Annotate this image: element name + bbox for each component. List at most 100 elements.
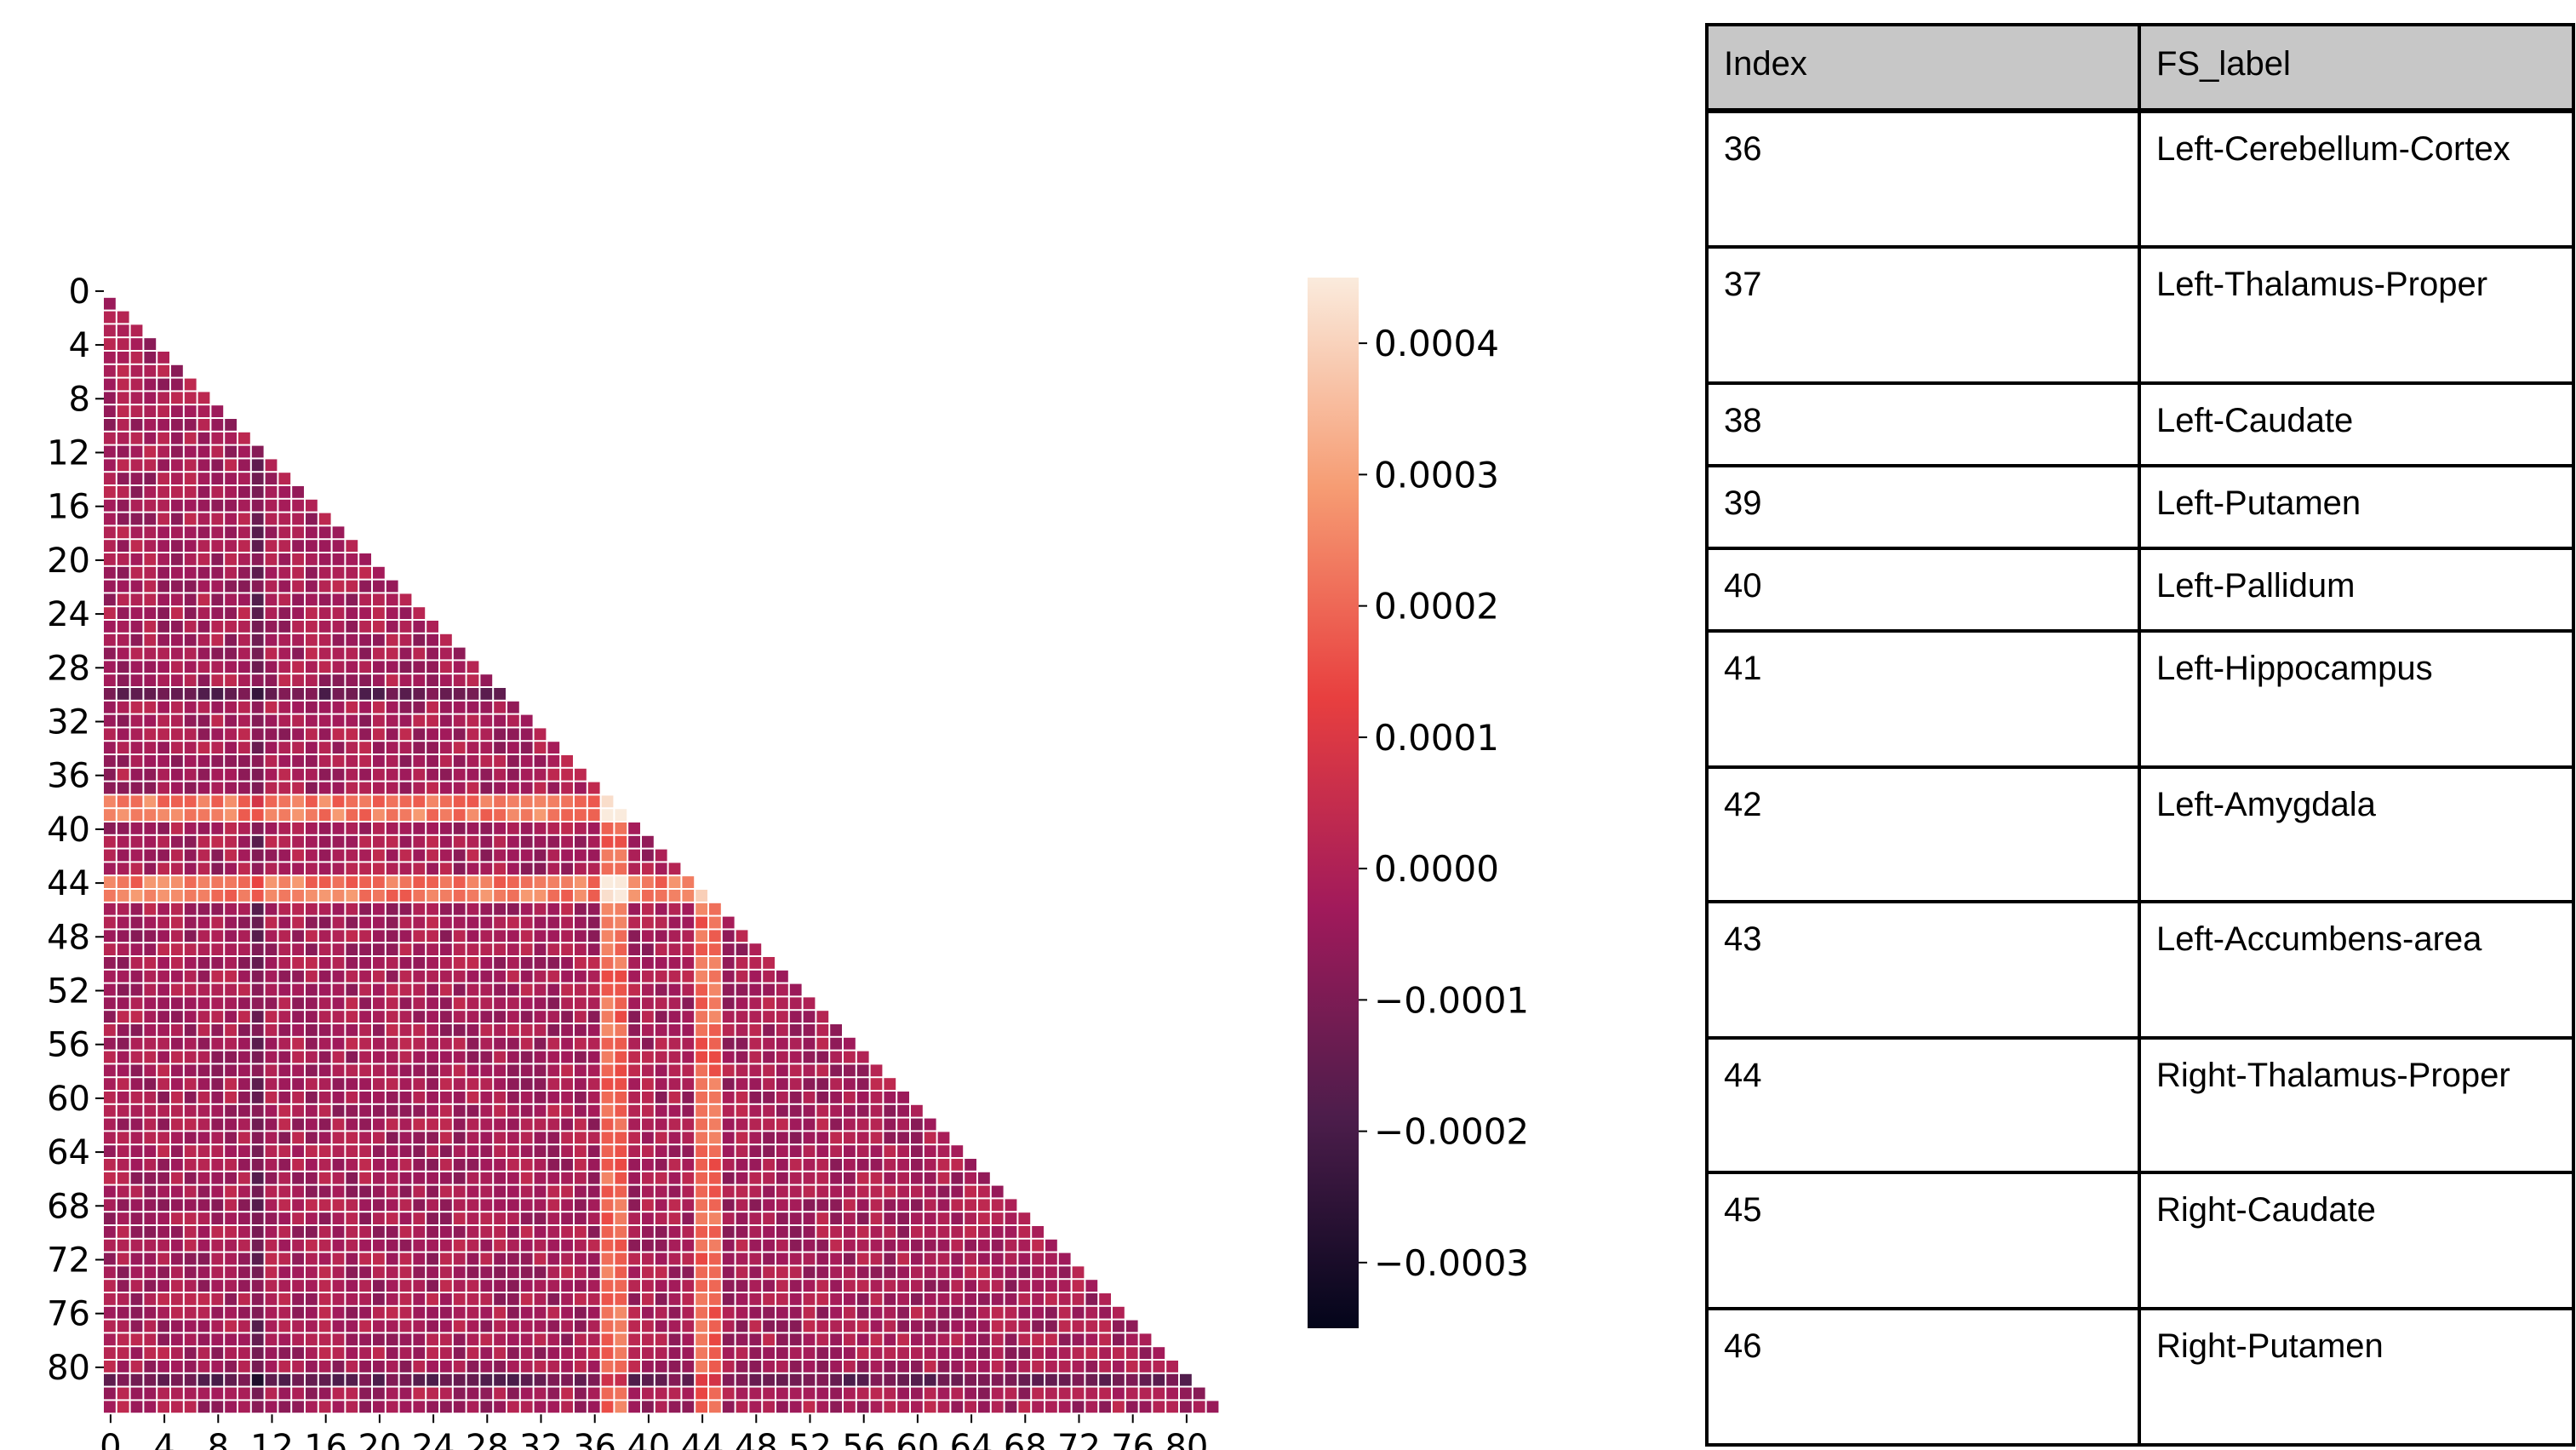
heatmap-cell <box>480 1064 493 1077</box>
heatmap-cell <box>682 1252 695 1265</box>
table-cell-index: 43 <box>1705 900 2141 1040</box>
heatmap-cell <box>359 755 371 767</box>
heatmap-cell <box>278 782 291 794</box>
heatmap-cell <box>359 1092 371 1103</box>
heatmap-cell <box>467 849 479 862</box>
heatmap-cell <box>951 1266 964 1279</box>
heatmap-cell <box>117 768 129 781</box>
heatmap-cell <box>467 809 479 821</box>
heatmap-cell <box>426 621 438 633</box>
heatmap-cell <box>494 849 506 862</box>
heatmap-cell <box>332 566 345 579</box>
heatmap-cell <box>197 633 210 646</box>
heatmap-cell <box>776 1333 788 1346</box>
heatmap-cell <box>547 890 560 902</box>
heatmap-cell <box>507 930 519 943</box>
heatmap-cell <box>184 580 197 593</box>
heatmap-cell <box>453 997 466 1010</box>
heatmap-cell <box>157 768 169 781</box>
heatmap-cell <box>575 1051 587 1063</box>
heatmap-cell <box>587 997 600 1010</box>
heatmap-cell <box>480 1145 493 1157</box>
heatmap-cell <box>763 1280 775 1292</box>
heatmap-cell <box>225 1172 237 1184</box>
heatmap-cell <box>601 849 614 862</box>
heatmap-cell <box>856 1118 869 1131</box>
heatmap-cell <box>386 701 398 714</box>
heatmap-cell <box>628 1159 640 1171</box>
x-tick-label: 12 <box>250 1428 294 1450</box>
heatmap-cell <box>575 1266 587 1279</box>
heatmap-cell <box>722 1064 735 1077</box>
heatmap-cell <box>978 1320 990 1333</box>
heatmap-cell <box>668 1333 681 1346</box>
heatmap-cell <box>373 1387 385 1400</box>
table-cell-index: 37 <box>1705 245 2141 385</box>
heatmap-cell <box>991 1347 1004 1359</box>
heatmap-cell <box>547 1185 560 1198</box>
heatmap-cell <box>386 1078 398 1090</box>
heatmap-cell <box>749 983 762 996</box>
heatmap-cell <box>171 1011 183 1023</box>
heatmap-cell <box>144 1037 157 1050</box>
heatmap-cell <box>197 593 210 606</box>
heatmap-cell <box>668 1361 681 1373</box>
heatmap-cell <box>440 1159 452 1171</box>
heatmap-cell <box>346 1145 358 1157</box>
heatmap-cell <box>951 1306 964 1319</box>
heatmap-cell <box>776 1239 788 1252</box>
heatmap-cell <box>453 1024 466 1036</box>
heatmap-cell <box>426 1293 438 1305</box>
heatmap-cell <box>480 863 493 875</box>
heatmap-cell <box>520 983 533 996</box>
heatmap-cell <box>306 1092 318 1103</box>
heatmap-cell <box>278 1118 291 1131</box>
heatmap-cell <box>1193 1401 1205 1413</box>
heatmap-cell <box>104 1051 116 1063</box>
heatmap-cell <box>696 983 707 996</box>
heatmap-cell <box>184 1293 197 1305</box>
y-tick-label: 40 <box>47 811 90 850</box>
heatmap-cell <box>265 688 278 700</box>
heatmap-cell <box>615 876 627 888</box>
heatmap-cell <box>211 499 224 512</box>
heatmap-cell <box>467 1293 479 1305</box>
heatmap-cell <box>494 876 506 888</box>
heatmap-cell <box>238 633 250 646</box>
heatmap-cell <box>211 1024 224 1036</box>
heatmap-cell <box>736 1092 748 1103</box>
heatmap-cell <box>1032 1266 1044 1279</box>
heatmap-cell <box>413 876 426 888</box>
table-cell-label: Left-Caudate <box>2138 381 2575 467</box>
heatmap-cell <box>965 1266 976 1279</box>
heatmap-cell <box>225 903 237 915</box>
heatmap-cell <box>359 1373 371 1386</box>
heatmap-cell <box>211 930 224 943</box>
heatmap-cell <box>803 1024 816 1036</box>
heatmap-cell <box>144 1333 157 1346</box>
heatmap-cell <box>1085 1373 1098 1386</box>
heatmap-cell <box>359 1361 371 1373</box>
heatmap-cell <box>373 701 385 714</box>
heatmap-cell <box>306 647 318 660</box>
heatmap-cell <box>373 876 385 888</box>
heatmap-cell <box>440 674 452 686</box>
heatmap-cell <box>561 1293 573 1305</box>
heatmap-cell <box>225 742 237 754</box>
heatmap-cell <box>306 1373 318 1386</box>
heatmap-cell <box>467 661 479 673</box>
heatmap-cell <box>1113 1306 1125 1319</box>
heatmap-cell <box>682 1159 695 1171</box>
heatmap-cell <box>171 1199 183 1212</box>
heatmap-cell <box>171 1172 183 1184</box>
heatmap-cell <box>144 863 157 875</box>
heatmap-cell <box>1045 1252 1057 1265</box>
heatmap-cell <box>763 1239 775 1252</box>
heatmap-cell <box>292 1320 304 1333</box>
heatmap-cell <box>211 1159 224 1171</box>
heatmap-cell <box>1085 1347 1098 1359</box>
heatmap-cell <box>346 970 358 983</box>
heatmap-cell <box>197 795 210 808</box>
heatmap-cell <box>844 1185 856 1198</box>
heatmap-cell <box>117 661 129 673</box>
